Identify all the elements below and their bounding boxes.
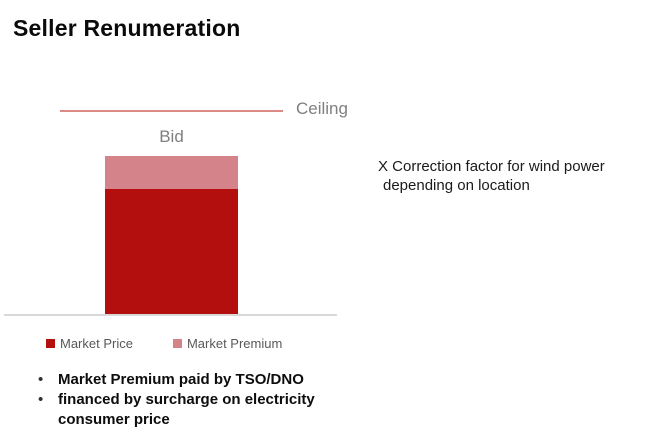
legend-item-market-premium: Market Premium xyxy=(172,336,283,351)
correction-factor-annotation: X Correction factor for wind power depen… xyxy=(378,157,605,195)
x-axis-line xyxy=(4,314,337,316)
bullet-marker: • xyxy=(38,391,44,408)
ceiling-line xyxy=(60,110,283,112)
legend-item-market-price: Market Price xyxy=(46,336,133,351)
slide-title: Seller Renumeration xyxy=(13,15,241,41)
market-premium-swatch xyxy=(172,339,182,348)
market-price-swatch xyxy=(46,339,55,348)
bullet-marker: • xyxy=(38,371,44,388)
bullet-text: Market Premium paid by TSO/DNO xyxy=(58,371,304,388)
bullet-item: • financed by surcharge on electricity c… xyxy=(38,390,350,430)
bar-segment-market-price xyxy=(105,189,238,315)
chart-legend: Market Price Market Premium xyxy=(46,336,282,351)
ceiling-label: Ceiling xyxy=(296,99,348,118)
bullet-list: • Market Premium paid by TSO/DNO • finan… xyxy=(38,370,350,430)
legend-label-market-price: Market Price xyxy=(60,336,133,351)
bar-category-label: Bid xyxy=(159,127,184,146)
legend-label-market-premium: Market Premium xyxy=(186,336,283,351)
bullet-item: • Market Premium paid by TSO/DNO xyxy=(38,370,350,390)
annotation-line-2: depending on location xyxy=(383,177,530,194)
bar-segment-market-premium xyxy=(105,156,238,189)
stacked-bar xyxy=(105,156,238,315)
bullet-text: financed by surcharge on electricity con… xyxy=(58,391,315,428)
annotation-line-1: X Correction factor for wind power xyxy=(378,158,605,175)
